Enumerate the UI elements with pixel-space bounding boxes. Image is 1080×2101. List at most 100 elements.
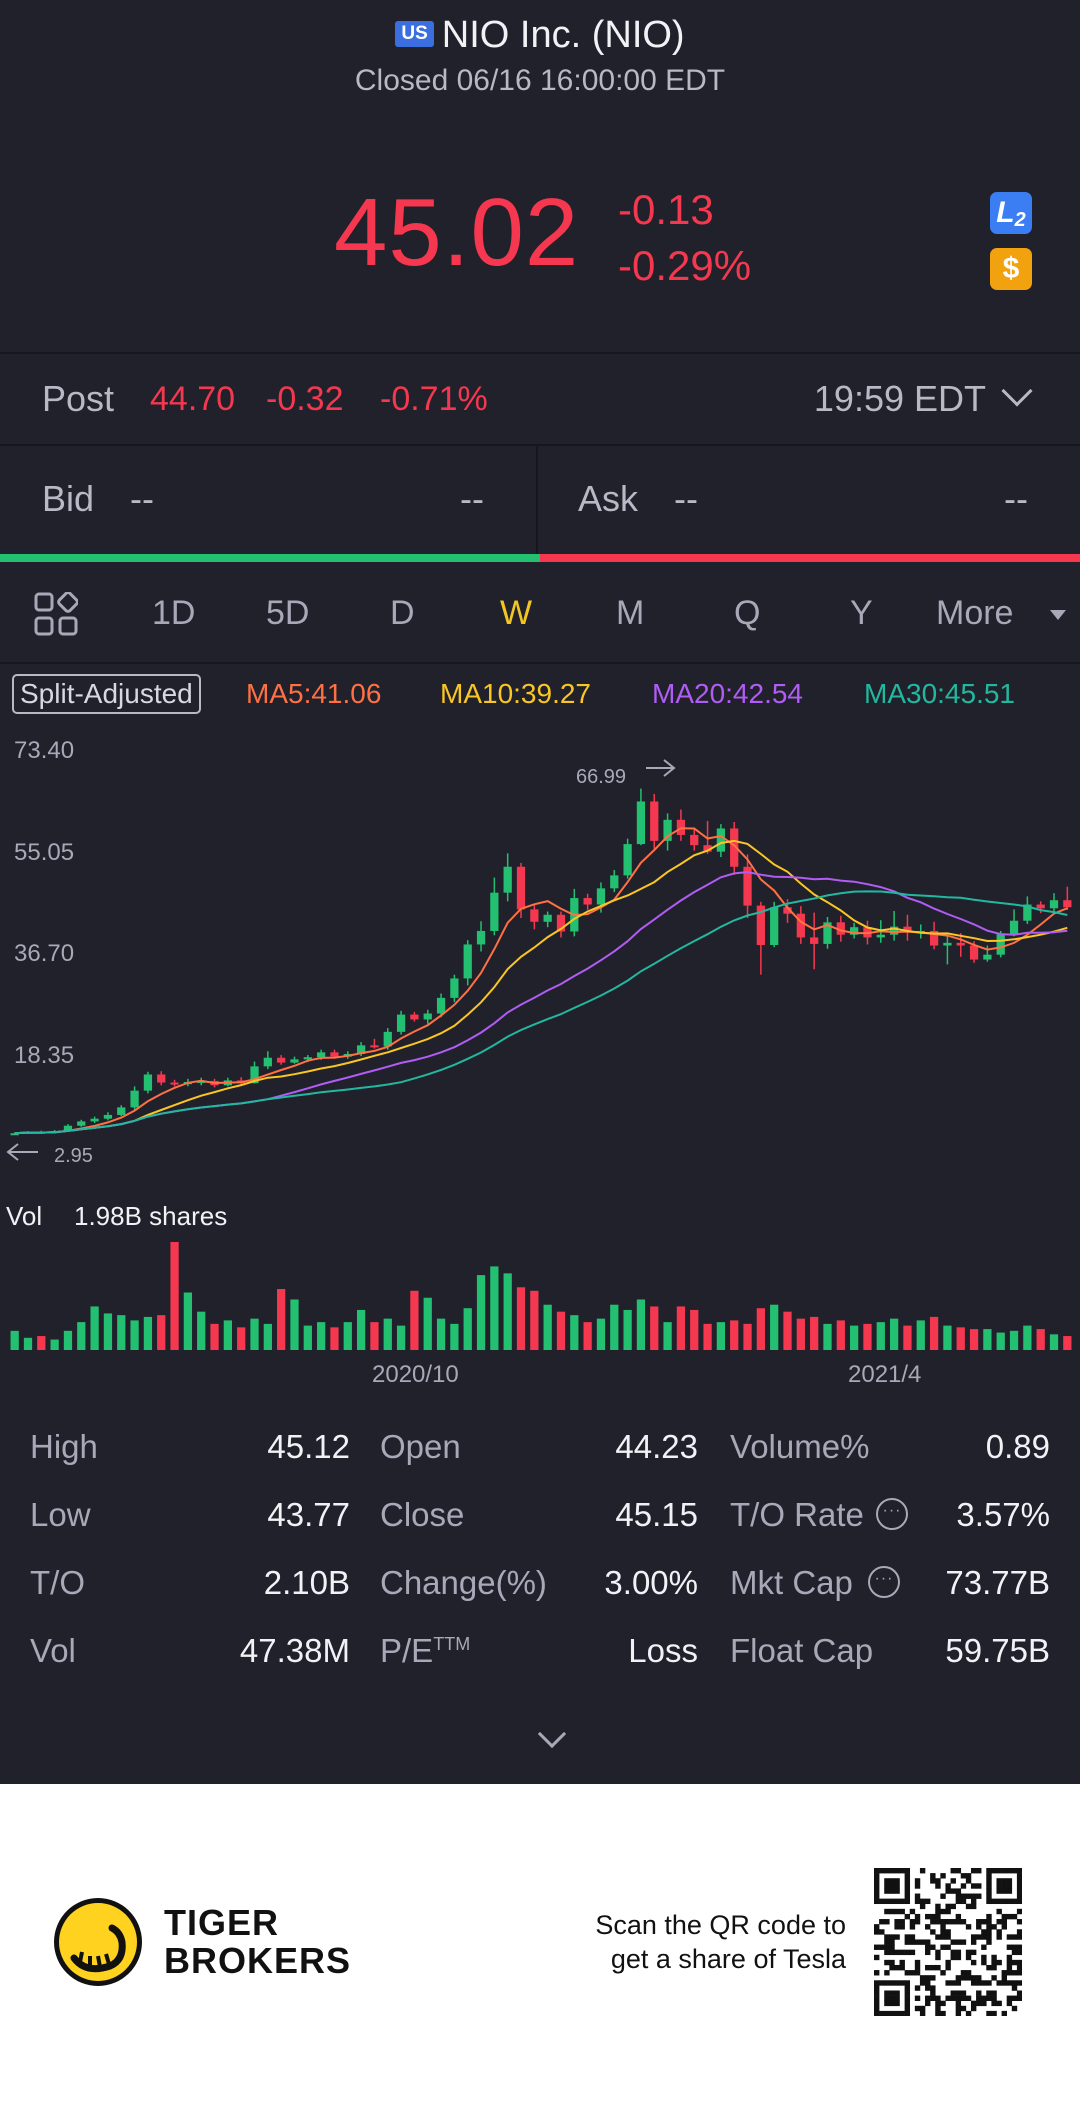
volume-bar bbox=[596, 1318, 606, 1350]
high-marker-label: 66.99 bbox=[576, 766, 626, 788]
volume-bar bbox=[23, 1337, 33, 1350]
qr-code[interactable] bbox=[874, 1868, 1022, 2016]
candle bbox=[117, 1105, 126, 1117]
grid-icon[interactable] bbox=[34, 592, 78, 636]
candle bbox=[450, 974, 459, 1003]
volume-bar bbox=[570, 1315, 579, 1350]
candle bbox=[903, 914, 912, 941]
volume-bar bbox=[969, 1329, 979, 1350]
candle bbox=[463, 940, 472, 986]
volume-bar bbox=[197, 1311, 206, 1350]
candle bbox=[170, 1079, 179, 1087]
promo-footer: TIGER BROKERS Scan the QR code to get a … bbox=[0, 1784, 1080, 2101]
post-label: Post bbox=[42, 378, 115, 419]
tab-monthly[interactable]: M bbox=[616, 594, 645, 632]
more-info-icon[interactable]: ··· bbox=[868, 1566, 900, 1598]
ma20-value: MA20:42.54 bbox=[652, 678, 803, 709]
tab-more[interactable]: More bbox=[936, 594, 1014, 632]
volume-bar bbox=[650, 1306, 659, 1350]
stat-value: 47.38M bbox=[239, 1632, 350, 1669]
candle bbox=[543, 911, 552, 928]
bid-size: -- bbox=[460, 478, 484, 519]
more-info-icon[interactable]: ··· bbox=[876, 1498, 908, 1530]
chevron-down-icon[interactable] bbox=[537, 1719, 567, 1749]
dollar-icon[interactable]: $ bbox=[990, 248, 1032, 290]
tab-1d[interactable]: 1D bbox=[152, 594, 196, 632]
candle bbox=[1063, 886, 1072, 910]
y-tick: 36.70 bbox=[14, 940, 74, 967]
volume-bar bbox=[676, 1306, 686, 1350]
divider bbox=[0, 352, 1080, 354]
volume-bar bbox=[117, 1315, 126, 1350]
stat-label: Vol bbox=[30, 1632, 76, 1669]
post-market-row[interactable]: Post 44.70 -0.32 -0.71% 19:59 EDT bbox=[0, 354, 1080, 444]
candle bbox=[836, 915, 845, 942]
candle bbox=[143, 1071, 153, 1094]
promo-text: Scan the QR code to bbox=[595, 1910, 846, 1940]
candle bbox=[743, 854, 752, 919]
post-change-percent: -0.71% bbox=[380, 380, 488, 418]
stat-label: Low bbox=[30, 1496, 91, 1533]
stat-value: 0.89 bbox=[985, 1428, 1050, 1465]
volume-bar bbox=[516, 1287, 526, 1350]
candle bbox=[396, 1010, 406, 1035]
stat-label: P/ETTM bbox=[380, 1632, 471, 1669]
low-marker-label: 2.95 bbox=[54, 1145, 93, 1167]
caret-down-icon bbox=[1050, 610, 1066, 620]
stat-value: 59.75B bbox=[945, 1632, 1050, 1669]
stat-label: Open bbox=[380, 1428, 461, 1465]
tab-yearly[interactable]: Y bbox=[850, 594, 873, 632]
volume-bar bbox=[50, 1339, 59, 1350]
candle bbox=[756, 901, 765, 975]
candle bbox=[810, 912, 819, 970]
ask-strength-bar bbox=[540, 554, 1080, 562]
ask-label: Ask bbox=[578, 478, 639, 519]
candle bbox=[623, 838, 632, 879]
volume-bar bbox=[290, 1299, 299, 1350]
volume-bar bbox=[223, 1320, 232, 1350]
tab-5d[interactable]: 5D bbox=[266, 594, 310, 632]
post-time: 19:59 EDT bbox=[813, 378, 986, 419]
volume-bar bbox=[183, 1292, 193, 1350]
tab-daily[interactable]: D bbox=[390, 594, 415, 632]
candle bbox=[263, 1051, 272, 1070]
title-row: US NIO Inc. (NIO) bbox=[0, 14, 1080, 57]
candle bbox=[277, 1055, 286, 1065]
volume-bar bbox=[450, 1323, 459, 1350]
post-change: -0.32 bbox=[266, 380, 344, 418]
candle bbox=[103, 1112, 113, 1121]
volume-bar bbox=[476, 1275, 486, 1350]
volume-bar bbox=[850, 1325, 859, 1350]
divider bbox=[0, 662, 1080, 664]
candle bbox=[436, 993, 446, 1018]
promo-text: get a share of Tesla bbox=[610, 1944, 846, 1974]
candle bbox=[77, 1119, 86, 1127]
volume-bar bbox=[743, 1323, 752, 1350]
volume-bar bbox=[503, 1273, 512, 1350]
volume-bar bbox=[10, 1330, 19, 1350]
tab-weekly[interactable]: W bbox=[500, 594, 533, 632]
level2-badge[interactable]: L2 bbox=[990, 192, 1032, 234]
candle bbox=[996, 930, 1005, 958]
candle bbox=[983, 945, 992, 962]
bid-strength-bar bbox=[0, 554, 540, 562]
volume-label: Vol bbox=[6, 1201, 42, 1231]
ma30-line bbox=[14, 890, 1068, 1135]
price-change-percent: -0.29% bbox=[618, 242, 752, 289]
candle bbox=[610, 869, 619, 893]
candle bbox=[663, 813, 672, 851]
tab-quarterly[interactable]: Q bbox=[734, 594, 761, 632]
split-adjusted-button[interactable]: Split-Adjusted bbox=[12, 674, 201, 714]
volume-bar bbox=[157, 1315, 166, 1350]
candle bbox=[1023, 896, 1032, 924]
stat-value: 2.10B bbox=[263, 1564, 350, 1601]
candle bbox=[476, 921, 486, 952]
candle bbox=[503, 853, 512, 902]
volume-bar bbox=[916, 1320, 925, 1350]
volume-bar bbox=[929, 1316, 939, 1350]
ma30-value: MA30:45.51 bbox=[864, 678, 1015, 709]
volume-bar bbox=[690, 1309, 699, 1350]
candlestick-chart[interactable]: 73.40 55.05 36.70 18.35 66.99 2.95 Vol 1… bbox=[0, 716, 1080, 1396]
volume-bar bbox=[396, 1325, 406, 1350]
candle bbox=[570, 888, 579, 937]
